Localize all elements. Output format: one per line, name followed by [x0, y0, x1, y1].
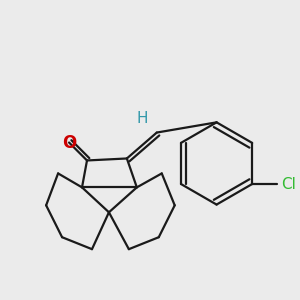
Text: O: O	[62, 134, 76, 152]
Text: H: H	[136, 111, 148, 126]
Text: Cl: Cl	[281, 176, 296, 191]
